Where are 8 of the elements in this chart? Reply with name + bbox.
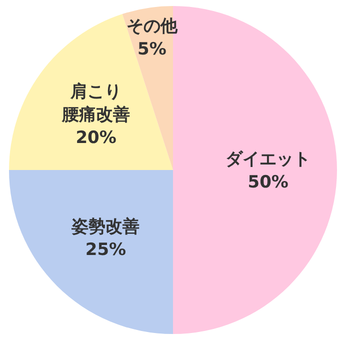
slice-label: 姿勢改善 bbox=[70, 216, 140, 237]
slice-label: 肩こり腰痛改善 bbox=[61, 82, 130, 126]
slice-label: その他 bbox=[126, 16, 178, 37]
data-label: 5% bbox=[138, 40, 166, 60]
slice-label: ダイエット bbox=[226, 150, 311, 170]
data-label: 50% bbox=[248, 172, 288, 192]
data-label: 20% bbox=[76, 128, 116, 148]
data-label: 25% bbox=[85, 240, 126, 260]
